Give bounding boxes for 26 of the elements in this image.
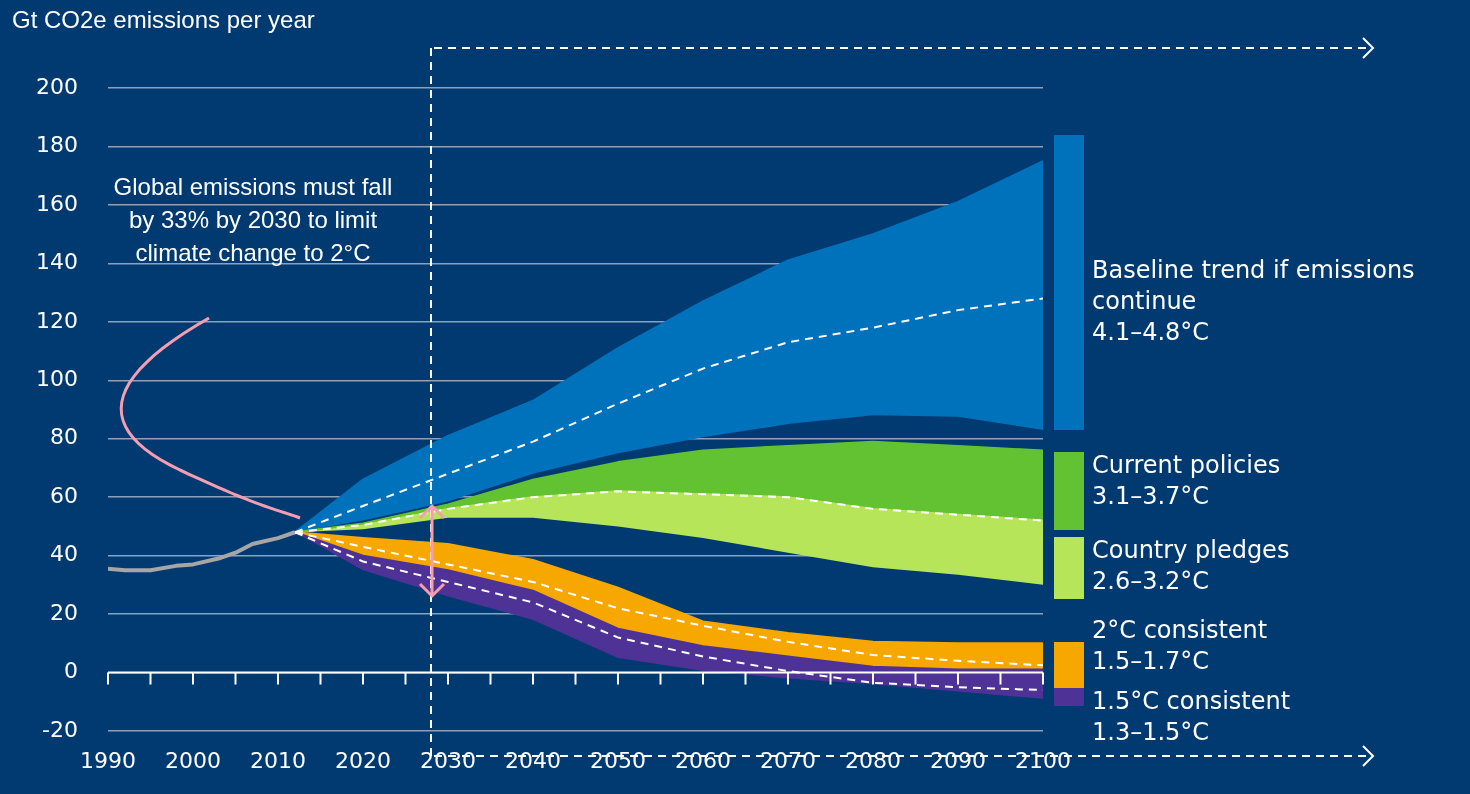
x-tick-label: 2010	[250, 747, 306, 773]
y-tick-label: 20	[50, 599, 78, 625]
y-tick-label: 140	[36, 249, 78, 275]
x-tick-label: 2000	[165, 747, 221, 773]
y-tick-label: -20	[42, 716, 78, 742]
y-tick-label: 200	[36, 73, 78, 99]
y-tick-label: 180	[36, 132, 78, 158]
text: 2°C consistent 1.5–1.7°C	[1092, 615, 1269, 678]
text: Current policies 3.1–3.7°C	[1092, 450, 1282, 513]
y-tick-label: 120	[36, 307, 78, 333]
y-tick-label: 80	[50, 424, 78, 450]
y-tick-label: 0	[64, 658, 78, 684]
y-axis-title: Gt CO2e emissions per year	[12, 6, 315, 33]
x-tick-label: 2050	[590, 747, 646, 773]
y-tick-label: 160	[36, 190, 78, 216]
x-tick-label: 2030	[420, 747, 476, 773]
text: Country pledges 2.6–3.2°C	[1092, 535, 1291, 598]
legend-label: 1.5°C consistent 1.3–1.5°C	[1092, 686, 1292, 749]
x-tick-label: 2020	[335, 747, 391, 773]
x-tick-label: 2040	[505, 747, 561, 773]
annotation: Global emissions must fall by 33% by 2030 to limit climate change to 2°C	[112, 172, 394, 269]
text: Baseline trend if emissions continue 4.1–4.8°C	[1092, 255, 1416, 349]
x-tick-label: 1990	[80, 747, 136, 773]
y-tick-label: 40	[50, 541, 78, 567]
y-tick-label: 100	[36, 365, 78, 391]
y-tick-label: 60	[50, 482, 78, 508]
